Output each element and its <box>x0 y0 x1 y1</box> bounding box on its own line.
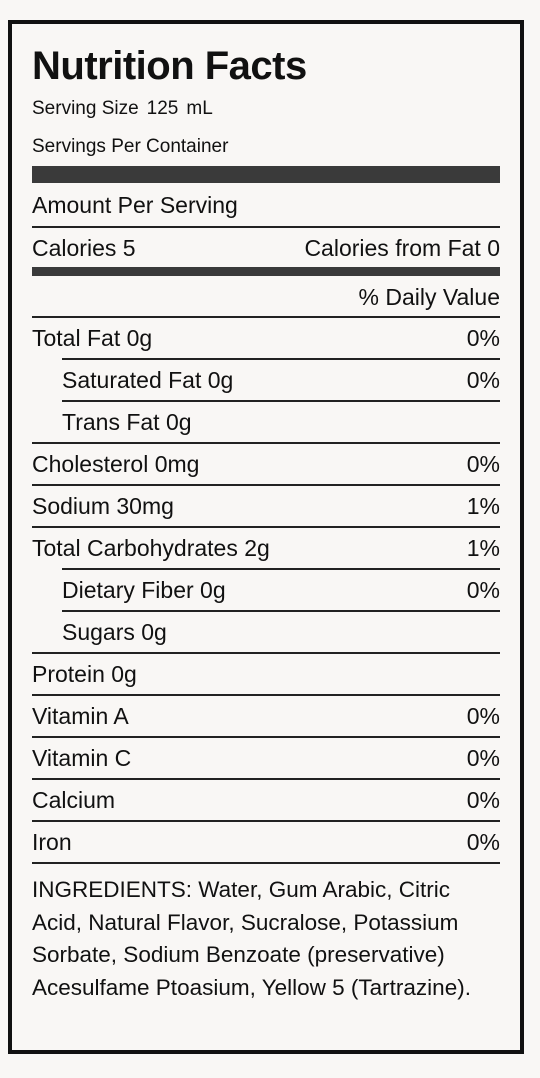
nutrient-row-iron: Iron 0% <box>32 820 500 862</box>
nutrient-name: Trans Fat 0g <box>62 408 192 435</box>
nutrient-row-trans-fat: Trans Fat 0g <box>62 400 500 442</box>
calories-row: Calories 5 Calories from Fat 0 <box>32 226 500 268</box>
amount-per-serving-label: Amount Per Serving <box>32 191 238 218</box>
nutrient-name: Calcium <box>32 786 116 813</box>
nutrient-row-calcium: Calcium 0% <box>32 778 500 820</box>
nutrient-row-vitamin-c: Vitamin C 0% <box>32 736 500 778</box>
servings-per-container: Servings Per Container <box>32 136 228 158</box>
nutrient-name: Total Fat 0g <box>32 324 153 351</box>
nutrient-row-total-fat: Total Fat 0g 0% <box>32 316 500 358</box>
nutrient-dv: 0% <box>466 828 500 855</box>
thick-divider <box>32 166 500 183</box>
nutrient-row-dietary-fiber: Dietary Fiber 0g 0% <box>62 568 500 610</box>
serving-size: Serving Size 125 mL <box>32 98 213 120</box>
nutrient-name: Total Carbohydrates 2g <box>32 534 270 561</box>
nutrient-row-protein: Protein 0g <box>32 652 500 694</box>
serving-size-value: 125 <box>146 98 179 119</box>
daily-value-header-row: % Daily Value <box>32 276 500 318</box>
nutrient-name: Vitamin C <box>32 744 132 771</box>
nutrient-row-sodium: Sodium 30mg 1% <box>32 484 500 526</box>
ingredients-text: INGREDIENTS: Water, Gum Arabic, Citric A… <box>32 862 500 1004</box>
servings-per-container-label: Servings Per Container <box>32 136 229 157</box>
nutrient-dv: 0% <box>466 366 500 393</box>
nutrient-dv: 0% <box>466 576 500 603</box>
nutrient-name: Saturated Fat 0g <box>62 366 234 393</box>
nutrient-dv: 0% <box>466 324 500 351</box>
nutrient-name: Sugars 0g <box>62 618 167 645</box>
nutrient-name: Protein 0g <box>32 660 137 687</box>
nutrient-name: Cholesterol 0mg <box>32 450 200 477</box>
nutrient-name: Vitamin A <box>32 702 129 729</box>
calories-value: Calories 5 <box>32 234 136 261</box>
nutrient-name: Iron <box>32 828 72 855</box>
nutrient-dv: 0% <box>466 450 500 477</box>
serving-size-unit: mL <box>186 98 213 119</box>
calories-from-fat: Calories from Fat 0 <box>304 234 500 261</box>
daily-value-header: % Daily Value <box>358 283 500 310</box>
nutrient-name: Sodium 30mg <box>32 492 174 519</box>
nutrient-row-saturated-fat: Saturated Fat 0g 0% <box>62 358 500 400</box>
nutrient-row-vitamin-a: Vitamin A 0% <box>32 694 500 736</box>
amount-per-serving-row: Amount Per Serving <box>32 184 500 226</box>
serving-size-label: Serving Size <box>32 98 139 119</box>
nutrient-dv: 0% <box>466 702 500 729</box>
nutrient-row-total-carbohydrates: Total Carbohydrates 2g 1% <box>32 526 500 568</box>
nutrition-label: Nutrition Facts Serving Size 125 mL Servin… <box>8 20 524 1054</box>
medium-divider <box>32 267 500 276</box>
nutrient-dv: 0% <box>466 744 500 771</box>
nutrient-row-cholesterol: Cholesterol 0mg 0% <box>32 442 500 484</box>
nutrient-row-sugars: Sugars 0g <box>62 610 500 652</box>
nutrient-dv: 1% <box>466 534 500 561</box>
nutrient-name: Dietary Fiber 0g <box>62 576 226 603</box>
nutrient-dv: 1% <box>466 492 500 519</box>
nutrient-dv: 0% <box>466 786 500 813</box>
label-title: Nutrition Facts <box>32 44 307 88</box>
